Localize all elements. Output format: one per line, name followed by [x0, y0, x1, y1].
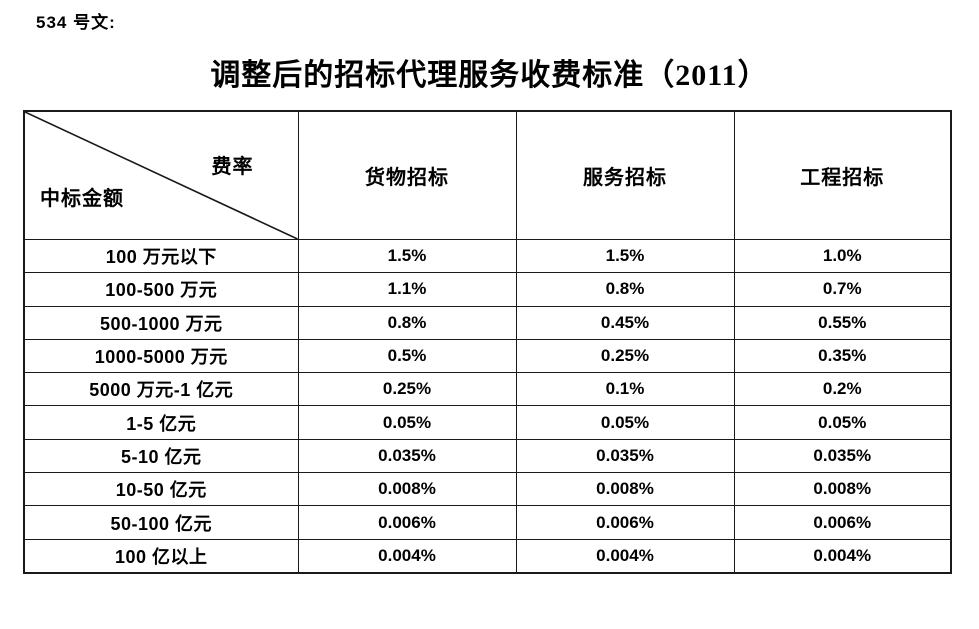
rate-cell: 0.8%	[515, 272, 735, 307]
fee-standard-table: 费率 中标金额 货物招标 服务招标 工程招标 100 万元以下 1.5% 1.5…	[23, 110, 952, 574]
rate-cell: 1.1%	[297, 272, 517, 307]
row-label-cell: 1-5 亿元	[23, 405, 299, 440]
rate-cell: 0.006%	[297, 505, 517, 540]
rate-cell: 0.05%	[515, 405, 735, 440]
table-row: 50-100 亿元 0.006% 0.006% 0.006%	[23, 505, 952, 540]
rate-cell: 0.008%	[297, 472, 517, 507]
column-header-works: 工程招标	[733, 110, 952, 240]
rate-cell: 0.004%	[297, 538, 517, 574]
rate-cell: 0.008%	[515, 472, 735, 507]
row-label-cell: 500-1000 万元	[23, 305, 299, 340]
page-title: 调整后的招标代理服务收费标准（2011）	[210, 59, 769, 92]
rate-cell: 0.25%	[297, 372, 517, 407]
header-row: 费率 中标金额 货物招标 服务招标 工程招标	[23, 110, 952, 240]
row-label-cell: 10-50 亿元	[23, 472, 299, 507]
rate-cell: 1.0%	[733, 238, 952, 274]
corner-header-cell: 费率 中标金额	[23, 110, 299, 240]
table-row: 5000 万元-1 亿元 0.25% 0.1% 0.2%	[23, 372, 952, 407]
column-header-services: 服务招标	[515, 110, 735, 240]
rate-cell: 0.7%	[733, 272, 952, 307]
rate-cell: 0.05%	[297, 405, 517, 440]
rate-cell: 0.035%	[515, 438, 735, 474]
table-row: 100-500 万元 1.1% 0.8% 0.7%	[23, 272, 952, 307]
corner-amount-label: 中标金额	[40, 188, 124, 210]
rate-cell: 0.55%	[733, 305, 952, 340]
row-label-cell: 50-100 亿元	[23, 505, 299, 540]
rate-cell: 0.25%	[515, 338, 735, 374]
rate-cell: 1.5%	[297, 238, 517, 274]
rate-cell: 0.004%	[733, 538, 952, 574]
table-row: 1-5 亿元 0.05% 0.05% 0.05%	[23, 405, 952, 440]
rate-cell: 0.008%	[733, 472, 952, 507]
column-header-goods: 货物招标	[297, 110, 517, 240]
row-label-cell: 5-10 亿元	[23, 438, 299, 474]
row-label-cell: 100 亿以上	[23, 538, 299, 574]
rate-cell: 1.5%	[515, 238, 735, 274]
rate-cell: 0.35%	[733, 338, 952, 374]
diagonal-divider-line	[25, 112, 298, 239]
rate-cell: 0.035%	[733, 438, 952, 474]
table-row: 100 万元以下 1.5% 1.5% 1.0%	[23, 238, 952, 274]
table-row: 1000-5000 万元 0.5% 0.25% 0.35%	[23, 338, 952, 374]
table-row: 10-50 亿元 0.008% 0.008% 0.008%	[23, 472, 952, 507]
table-row: 5-10 亿元 0.035% 0.035% 0.035%	[23, 438, 952, 474]
row-label-cell: 5000 万元-1 亿元	[23, 372, 299, 407]
row-label-cell: 1000-5000 万元	[23, 338, 299, 374]
table-row: 500-1000 万元 0.8% 0.45% 0.55%	[23, 305, 952, 340]
rate-cell: 0.1%	[515, 372, 735, 407]
rate-cell: 0.004%	[515, 538, 735, 574]
rate-cell: 0.45%	[515, 305, 735, 340]
table-row: 100 亿以上 0.004% 0.004% 0.004%	[23, 538, 952, 574]
rate-cell: 0.006%	[733, 505, 952, 540]
rate-cell: 0.006%	[515, 505, 735, 540]
row-label-cell: 100-500 万元	[23, 272, 299, 307]
doc-reference: 534 号文:	[36, 13, 116, 32]
rate-cell: 0.5%	[297, 338, 517, 374]
rate-cell: 0.035%	[297, 438, 517, 474]
rate-cell: 0.05%	[733, 405, 952, 440]
row-label-cell: 100 万元以下	[23, 238, 299, 274]
rate-cell: 0.8%	[297, 305, 517, 340]
rate-cell: 0.2%	[733, 372, 952, 407]
corner-rate-label: 费率	[211, 156, 254, 178]
